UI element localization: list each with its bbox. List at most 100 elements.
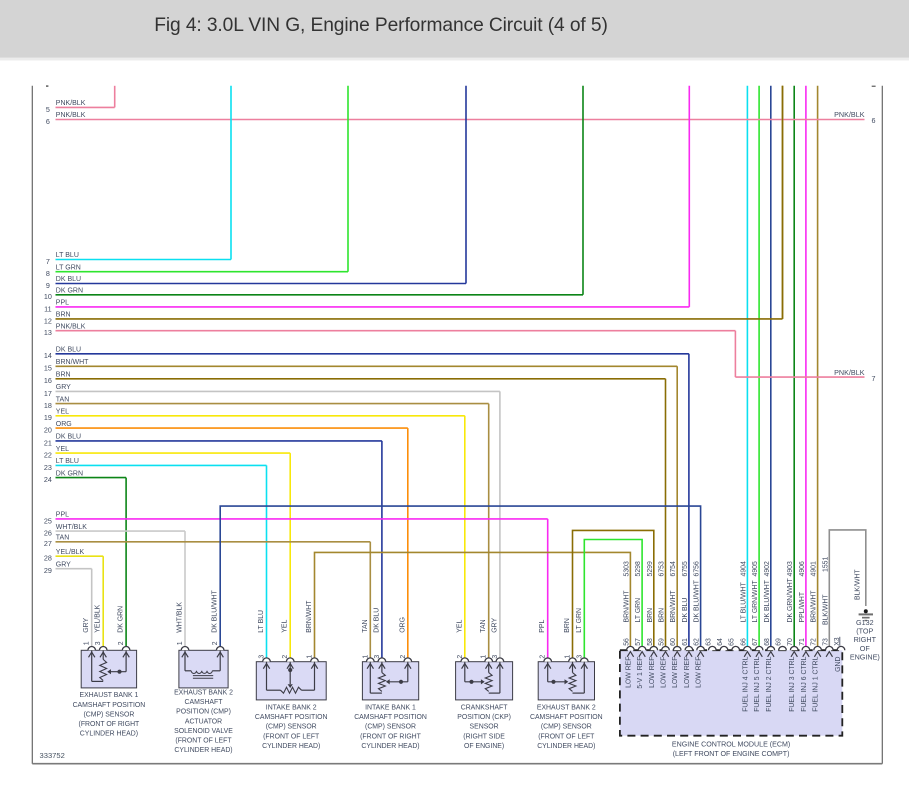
svg-text:YEL: YEL [456,620,463,633]
svg-text:4906: 4906 [799,561,806,576]
svg-text:TAN: TAN [56,535,69,542]
svg-text:POSITION (CMP): POSITION (CMP) [176,709,231,716]
svg-text:LOW REF: LOW REF [625,657,632,688]
svg-text:68: 68 [764,638,771,646]
svg-text:EXHAUST BANK 2: EXHAUST BANK 2 [174,690,233,697]
svg-text:CAMSHAFT POSITION: CAMSHAFT POSITION [354,714,427,721]
svg-text:YEL/BLK: YEL/BLK [56,549,85,556]
svg-text:YEL: YEL [56,446,69,453]
svg-text:8: 8 [46,269,50,278]
svg-text:6756: 6756 [694,561,701,576]
svg-text:4903: 4903 [787,561,794,576]
svg-text:26: 26 [44,529,52,538]
svg-text:BRN: BRN [659,608,666,623]
svg-text:POSITION (CKP): POSITION (CKP) [457,714,511,721]
svg-text:67: 67 [752,638,759,646]
svg-text:5: 5 [46,105,50,114]
svg-text:CAMSHAFT POSITION: CAMSHAFT POSITION [530,714,603,721]
svg-text:(CMP) SENSOR: (CMP) SENSOR [266,724,317,731]
svg-text:DK GRN/WHT: DK GRN/WHT [787,577,794,622]
svg-text:DK GRN: DK GRN [56,470,83,477]
svg-text:(CMP) SENSOR: (CMP) SENSOR [365,724,416,731]
svg-text:13: 13 [44,328,52,337]
svg-text:1: 1 [307,655,314,659]
svg-text:60: 60 [670,638,677,646]
svg-text:DK BLU: DK BLU [373,608,380,633]
svg-text:58: 58 [647,638,654,646]
svg-text:FUEL INJ 2 CTRL: FUEL INJ 2 CTRL [766,656,773,711]
svg-text:DK BLU: DK BLU [56,276,81,283]
svg-text:PNK/BLK: PNK/BLK [56,323,86,330]
svg-text:(LEFT FRONT OF ENGINE COMPT): (LEFT FRONT OF ENGINE COMPT) [673,750,790,758]
svg-text:FUEL INJ 1 CTRL: FUEL INJ 1 CTRL [813,656,820,711]
svg-text:BRN/WHT: BRN/WHT [56,359,89,366]
svg-text:PPL: PPL [539,620,546,633]
svg-text:61: 61 [682,638,689,646]
svg-text:DK BLU: DK BLU [56,434,81,441]
svg-text:2: 2 [540,655,547,659]
svg-text:CAMSHAFT POSITION: CAMSHAFT POSITION [255,714,328,721]
svg-text:LT BLU: LT BLU [56,252,79,259]
svg-text:BRN/WHT: BRN/WHT [623,590,630,623]
svg-text:LT GRN: LT GRN [635,598,642,623]
svg-text:LOW REF: LOW REF [661,657,668,688]
svg-text:GRY: GRY [56,384,71,391]
svg-text:12: 12 [44,316,52,325]
svg-text:1551: 1551 [822,557,829,572]
svg-text:RIGHT: RIGHT [854,635,877,644]
svg-text:CRANKSHAFT: CRANKSHAFT [461,705,508,712]
svg-text:FUEL INJ 5 CTRL: FUEL INJ 5 CTRL [754,656,761,711]
svg-text:DK GRN: DK GRN [118,606,125,633]
svg-text:GND: GND [835,656,842,671]
svg-text:(FRONT OF LEFT: (FRONT OF LEFT [263,733,320,740]
svg-text:LT GRN: LT GRN [56,264,81,271]
svg-text:28: 28 [44,554,52,563]
svg-text:6: 6 [46,117,50,126]
svg-text:17: 17 [44,389,52,398]
svg-text:YEL/BLK: YEL/BLK [95,604,102,632]
svg-text:2: 2 [457,655,464,659]
svg-text:LT GRN: LT GRN [576,608,583,633]
svg-text:ORG: ORG [56,421,72,428]
svg-text:333752: 333752 [40,751,65,760]
svg-text:Fig 4: 3.0L VIN G, Engine Perf: Fig 4: 3.0L VIN G, Engine Performance Ci… [154,15,608,36]
svg-text:(FRONT OF RIGHT: (FRONT OF RIGHT [360,733,422,740]
svg-text:56: 56 [623,638,630,646]
svg-text:ENGINE): ENGINE) [850,653,880,662]
svg-text:18: 18 [44,401,52,410]
svg-text:BRN/WHT: BRN/WHT [811,590,818,623]
svg-text:5299: 5299 [647,561,654,576]
svg-text:GRY: GRY [56,561,71,568]
svg-text:BRN: BRN [56,312,71,319]
svg-text:73: 73 [822,638,829,646]
svg-text:DK BLU: DK BLU [56,347,81,354]
svg-text:3: 3 [576,655,583,659]
svg-text:TAN: TAN [362,619,369,632]
svg-text:FUEL INJ 3 CTRL: FUEL INJ 3 CTRL [789,656,796,711]
svg-text:PNK/BLK: PNK/BLK [56,100,86,107]
svg-text:TAN: TAN [480,619,487,632]
svg-text:X3: X3 [834,637,841,646]
svg-text:BRN: BRN [56,372,71,379]
svg-text:BRN: BRN [564,618,571,633]
svg-text:ORG: ORG [399,617,406,633]
svg-text:22: 22 [44,451,52,460]
svg-text:YEL: YEL [282,620,289,633]
svg-text:66: 66 [740,638,747,646]
svg-text:CYLINDER HEAD): CYLINDER HEAD) [537,743,595,750]
svg-text:21: 21 [44,438,52,447]
svg-text:YEL: YEL [56,409,69,416]
svg-text:SENSOR: SENSOR [470,724,499,731]
svg-text:57: 57 [635,638,642,646]
svg-text:INTAKE BANK 2: INTAKE BANK 2 [266,705,317,712]
svg-text:9: 9 [46,281,50,290]
svg-text:FUEL INJ 6 CTRL: FUEL INJ 6 CTRL [801,656,808,711]
svg-text:27: 27 [44,539,52,548]
svg-text:5298: 5298 [635,561,642,576]
svg-text:6755: 6755 [682,561,689,576]
svg-text:ENGINE CONTROL MODULE (ECM): ENGINE CONTROL MODULE (ECM) [672,741,790,749]
svg-text:LOW REF: LOW REF [696,657,703,688]
svg-text:2: 2 [118,641,125,645]
svg-text:5303: 5303 [623,561,630,576]
svg-text:CAMSHAFT POSITION: CAMSHAFT POSITION [73,702,146,709]
